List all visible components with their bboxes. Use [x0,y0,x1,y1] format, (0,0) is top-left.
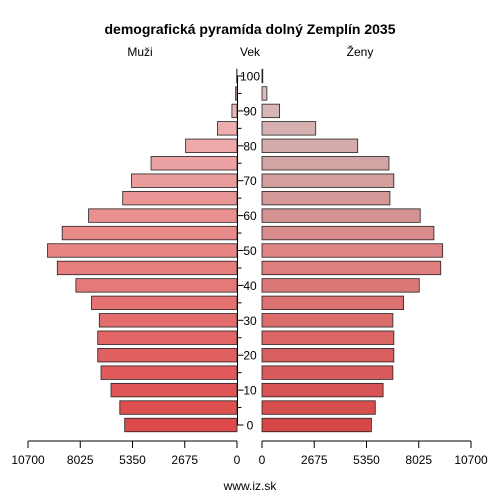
x-tick-label-left: 2675 [171,453,198,467]
x-tick-label-right: 8025 [405,453,432,467]
x-tick-label-right: 2675 [301,453,328,467]
female-bar [261,138,359,153]
female-bars [261,68,444,433]
male-bar [110,382,238,398]
male-bars [47,68,238,433]
axes: 10700 8025 5350 2675 0 0 2675 5350 8025 10700 0 10 2… [11,70,488,468]
age-tick-label: 60 [243,209,257,223]
x-tick-label-left: 10700 [11,453,45,467]
x-tick-label-left: 8025 [67,453,94,467]
female-bar [261,86,268,101]
male-bar [185,138,238,153]
female-bar [261,295,405,311]
male-bar [235,86,238,101]
male-bar [98,313,238,328]
chart-title: demografická pyramída dolný Zemplín 2035 [105,21,396,37]
male-bar [217,121,238,136]
female-bar [261,348,395,363]
female-bar [261,260,442,276]
x-tick-label-right: 0 [259,453,266,467]
female-bar [261,313,394,328]
age-tick-label: 100 [240,70,260,84]
male-bar [88,208,238,223]
male-bar [47,243,238,258]
male-bar [124,417,238,433]
female-bar [261,243,444,258]
female-bar [261,382,384,398]
male-bar [231,103,238,119]
male-bar [119,400,238,415]
female-bar [261,68,264,84]
footer-source: www.iz.sk [223,479,278,493]
female-bar [261,365,394,380]
male-bar [91,295,238,311]
age-tick-label: 20 [243,349,257,363]
female-bar [261,278,420,293]
male-bar [97,330,238,345]
female-bar [261,400,376,415]
female-bar [261,208,421,223]
age-tick-label: 70 [243,174,257,188]
age-tick-label: 10 [243,384,257,398]
male-bar [131,173,238,188]
age-tick-label: 30 [243,314,257,328]
age-tick-label: 90 [243,104,257,118]
female-bar [261,173,395,188]
male-bar [150,156,238,171]
female-bar [261,225,435,241]
male-bar [75,278,238,293]
x-tick-label-right: 10700 [454,453,488,467]
x-tick-label-right: 5350 [353,453,380,467]
age-tick-label: 50 [243,244,257,258]
female-bar [261,190,391,206]
female-bar [261,121,317,136]
age-tick-label: 80 [243,139,257,153]
x-tick-label-left: 0 [234,453,241,467]
age-tick-label: 40 [243,279,257,293]
male-bar [122,190,238,206]
left-series-label: Muži [127,45,152,59]
center-axis-label: Vek [240,45,261,59]
male-bar [61,225,238,241]
right-series-label: Ženy [347,44,374,59]
male-bar [56,260,238,276]
x-tick-label-left: 5350 [119,453,146,467]
female-bar [261,156,390,171]
female-bar [261,330,395,345]
female-bar [261,103,280,119]
male-bar [100,365,238,380]
female-bar [261,417,372,433]
age-tick-label: 0 [247,419,254,433]
male-bar [97,348,238,363]
